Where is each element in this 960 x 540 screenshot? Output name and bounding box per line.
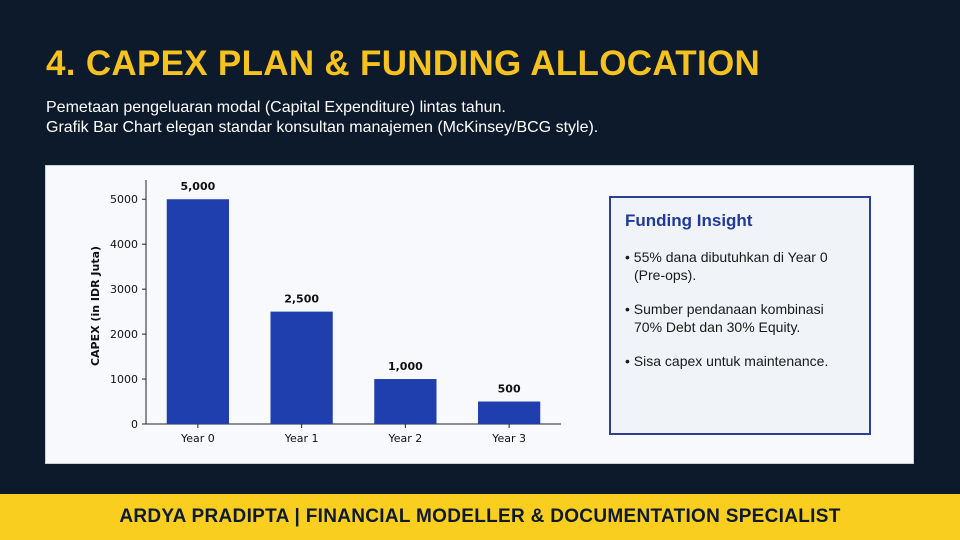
y-tick-label: 3000 xyxy=(110,283,138,296)
bar-year-2 xyxy=(374,379,437,424)
y-tick-label: 0 xyxy=(131,418,138,431)
insight-bullet-3: • Sisa capex untuk maintenance. xyxy=(625,353,829,369)
page-title: 4. CAPEX PLAN & FUNDING ALLOCATION xyxy=(46,44,761,83)
x-tick-label: Year 1 xyxy=(284,432,319,445)
footer-text: ARDYA PRADIPTA | FINANCIAL MODELLER & DO… xyxy=(119,506,841,527)
insight-bullet-1: • 55% dana dibutuhkan di Year 0 (Pre-ops… xyxy=(625,249,828,283)
x-tick-label: Year 2 xyxy=(387,432,422,445)
bar-year-0 xyxy=(166,199,229,424)
insight-title: Funding Insight xyxy=(625,211,753,230)
bar-year-3 xyxy=(478,401,541,424)
x-tick-label: Year 0 xyxy=(180,432,215,445)
y-tick-label: 5000 xyxy=(110,193,138,206)
bar-value-label: 500 xyxy=(498,383,521,396)
capex-bar-chart: 0 1000 2000 3000 4000 5000 CAPEX (in IDR Juta)… xyxy=(89,180,561,445)
chart-panel: 0 1000 2000 3000 4000 5000 CAPEX (in IDR Juta)… xyxy=(45,165,914,464)
subtitle-line-1: Pemetaan pengeluaran modal (Capital Expe… xyxy=(46,99,506,116)
page-subtitle: Pemetaan pengeluaran modal (Capital Expe… xyxy=(46,98,598,138)
bar-value-label: 5,000 xyxy=(180,180,215,193)
funding-insight-box: Funding Insight • 55% dana dibutuhkan di… xyxy=(609,196,871,435)
bar-value-label: 1,000 xyxy=(388,360,423,373)
subtitle-line-2: Grafik Bar Chart elegan standar konsulta… xyxy=(46,119,599,136)
y-tick-label: 1000 xyxy=(110,373,138,386)
y-axis-label: CAPEX (in IDR Juta) xyxy=(89,246,102,366)
bar-year-1 xyxy=(270,311,333,424)
footer-bar: ARDYA PRADIPTA | FINANCIAL MODELLER & DO… xyxy=(0,494,960,540)
insight-bullet-2: • Sumber pendanaan kombinasi 70% Debt da… xyxy=(625,301,824,335)
y-tick-label: 4000 xyxy=(110,238,138,251)
x-tick-label: Year 3 xyxy=(491,432,526,445)
y-tick-label: 2000 xyxy=(110,328,138,341)
bar-value-label: 2,500 xyxy=(284,293,319,306)
